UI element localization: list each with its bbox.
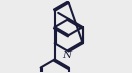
Text: N: N xyxy=(62,51,71,60)
